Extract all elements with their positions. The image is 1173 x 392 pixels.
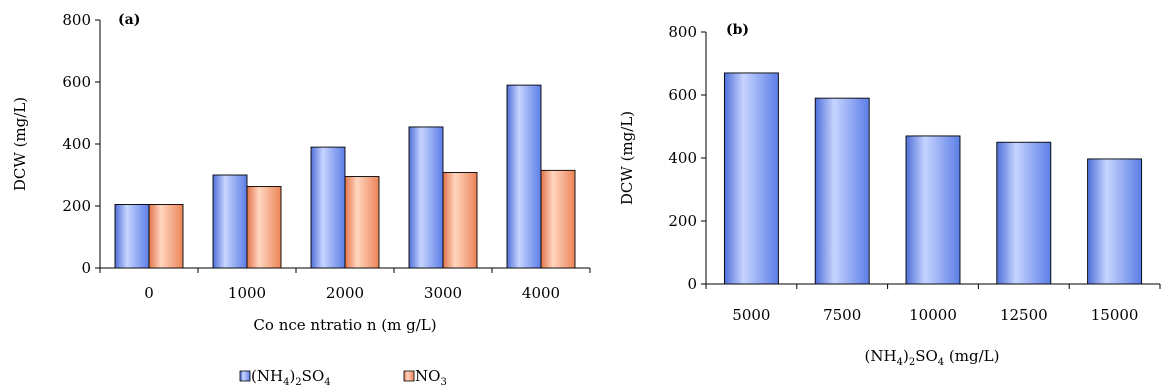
chart-a-bars: [114, 84, 576, 269]
legend-swatch-ammonium-sulfate: [239, 370, 251, 382]
chart-a-x-tick-label: 0: [144, 284, 154, 302]
chart-a-bar-series-2-4000: [540, 169, 576, 269]
chart-a: (a) 0 200 400 600 800 0 1000 2000 3000 4000 DCW …: [11, 11, 591, 388]
chart-a-y-tick-label: 0: [81, 259, 91, 277]
chart-a-bar-series-1-1000: [212, 174, 248, 269]
legend-swatch-nitrate: [403, 370, 415, 382]
chart-b-bars: [723, 72, 1143, 285]
chart-b-x-tick-label: 10000: [909, 306, 957, 324]
chart-a-y-tick-label: 800: [62, 11, 91, 29]
chart-b-bar-15000: [1087, 158, 1143, 285]
chart-a-x-tick-label: 4000: [522, 284, 560, 302]
chart-b-x-ticks: 5000 7500 10000 12500 15000: [705, 284, 1161, 324]
chart-a-bar-series-1-0: [114, 203, 150, 269]
chart-b-y-ticks: 0 200 400 600 800: [668, 23, 706, 293]
chart-b-x-tick-label: 7500: [823, 306, 861, 324]
chart-b-bar-10000: [905, 135, 961, 285]
chart-a-panel-label: (a): [118, 12, 140, 28]
chart-a-x-tick-label: 1000: [228, 284, 266, 302]
chart-b-x-tick-label: 15000: [1091, 306, 1139, 324]
chart-a-bar-series-2-2000: [344, 176, 380, 269]
chart-a-x-tick-label: 2000: [326, 284, 364, 302]
chart-a-y-tick-label: 600: [62, 73, 91, 91]
chart-b-y-tick-label: 600: [668, 86, 697, 104]
chart-a-y-tick-label: 400: [62, 135, 91, 153]
chart-b-y-tick-label: 0: [687, 275, 697, 293]
chart-b-panel-label: (b): [726, 22, 749, 38]
chart-a-x-tick-label: 3000: [424, 284, 462, 302]
chart-b-bar-7500: [814, 97, 870, 285]
chart-b-x-axis-label: (NH4)2SO4 (mg/L): [865, 347, 1000, 368]
chart-b: (b) 0 200 400 600 800 5000 7500 10000 12500 1500…: [618, 22, 1161, 368]
chart-b-y-axis-label: DCW (mg/L): [618, 111, 636, 205]
chart-a-bar-series-2-1000: [246, 186, 282, 269]
chart-b-bar-5000: [723, 72, 779, 285]
chart-a-bar-series-1-2000: [310, 146, 346, 269]
chart-a-y-axis-label: DCW (mg/L): [11, 97, 29, 191]
chart-a-bar-series-2-0: [148, 203, 184, 269]
chart-b-x-tick-label: 12500: [1000, 306, 1048, 324]
chart-a-bar-series-1-3000: [408, 126, 444, 269]
legend-label-ammonium-sulfate: (NH4)2SO4: [251, 367, 331, 388]
chart-b-bar-12500: [996, 141, 1052, 285]
chart-a-bar-series-1-4000: [506, 84, 542, 269]
chart-b-y-tick-label: 400: [668, 149, 697, 167]
chart-a-y-tick-label: 200: [62, 197, 91, 215]
chart-a-bar-series-2-3000: [442, 172, 478, 269]
chart-a-legend: (NH4)2SO4 NO3: [239, 367, 447, 388]
chart-b-x-tick-label: 5000: [732, 306, 770, 324]
legend-label-nitrate: NO3: [415, 367, 447, 388]
chart-a-x-axis-label: Co nce ntratio n (m g/L): [253, 316, 436, 334]
chart-a-x-ticks: 0 1000 2000 3000 4000: [99, 268, 591, 302]
chart-b-y-tick-label: 200: [668, 212, 697, 230]
chart-b-y-tick-label: 800: [668, 23, 697, 41]
chart-a-y-ticks: 0 200 400 600 800: [62, 11, 100, 277]
